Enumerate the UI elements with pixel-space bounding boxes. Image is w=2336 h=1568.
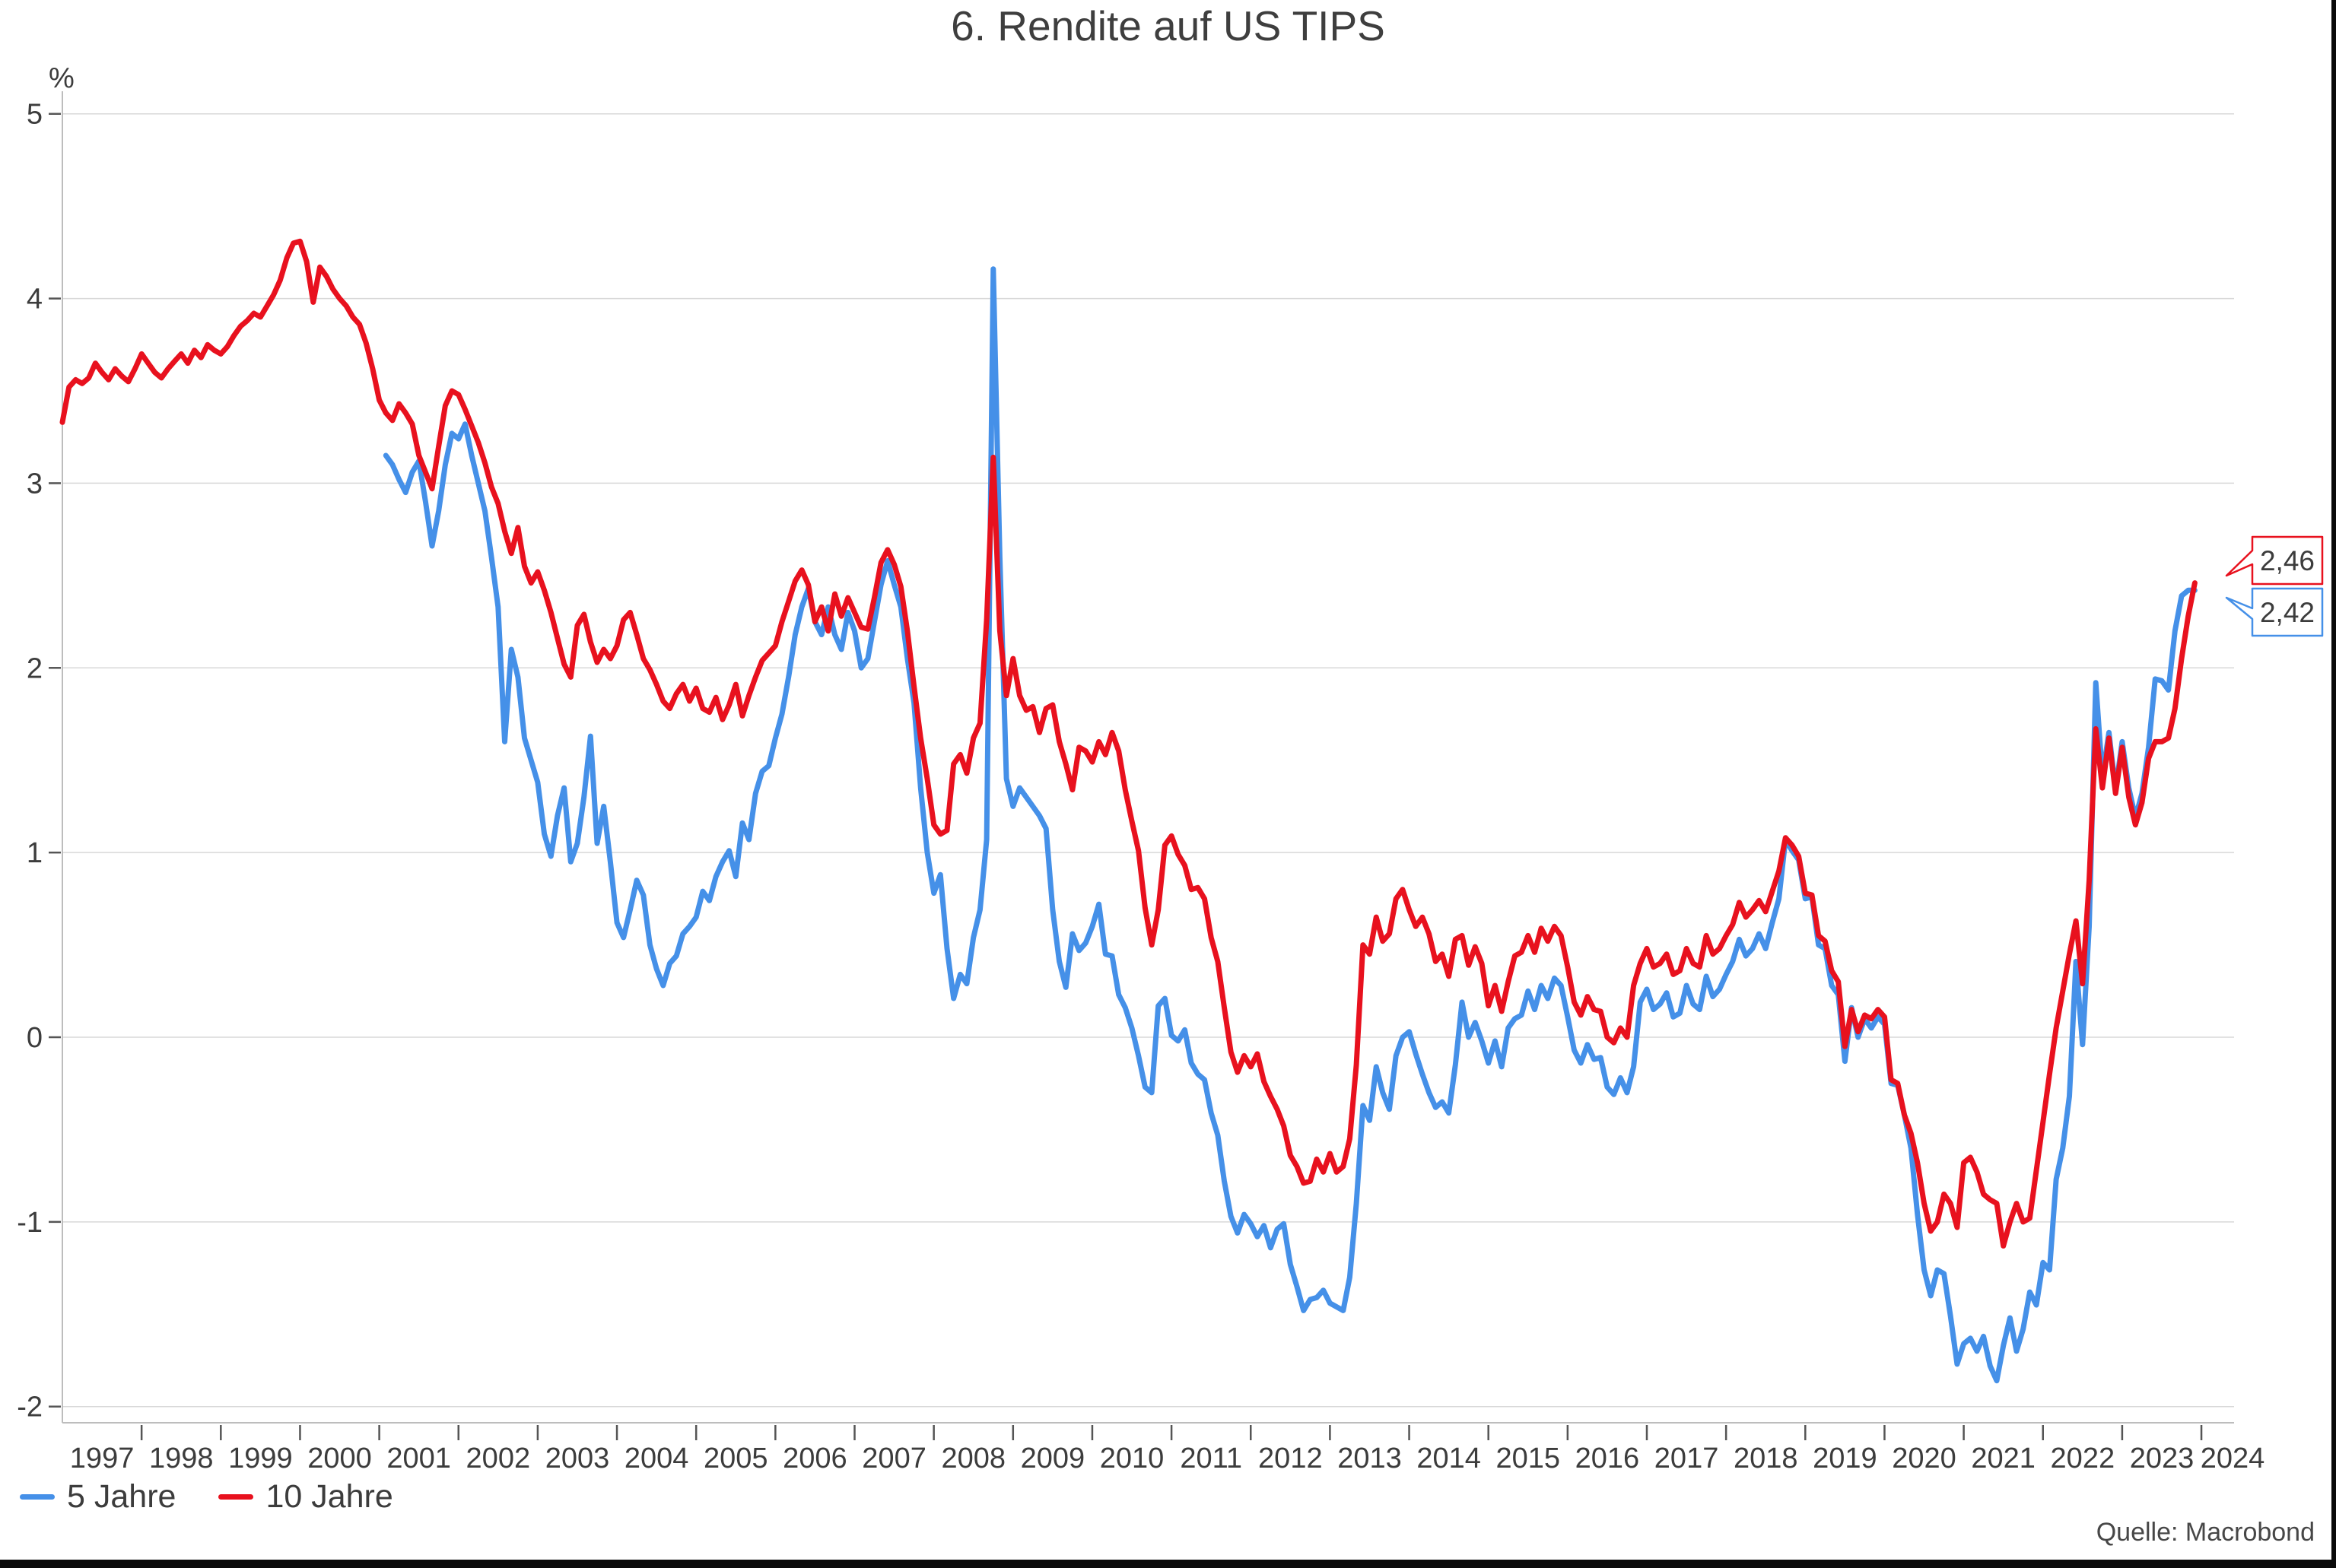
chart-title: 6. Rendite auf US TIPS xyxy=(951,2,1385,49)
series-line-5-jahre xyxy=(383,266,2198,1384)
x-tick-label: 2013 xyxy=(1337,1443,1402,1474)
end-label-box-10-jahre xyxy=(2225,535,2324,586)
legend-item-5-jahre: 5 Jahre xyxy=(20,1478,176,1516)
y-axis-unit-label: % xyxy=(49,62,75,94)
x-tick-label: 2001 xyxy=(386,1443,451,1474)
x-tick-label: 2024 xyxy=(2201,1443,2265,1474)
x-tick-label: 2005 xyxy=(704,1443,768,1474)
source-credit: Quelle: Macrobond xyxy=(2096,1518,2315,1547)
end-label-value-5-jahre: 2,42 xyxy=(2260,597,2315,628)
x-tick-label: 2008 xyxy=(941,1443,1006,1474)
legend-swatch-5-jahre xyxy=(20,1494,55,1500)
x-tick-label: 2011 xyxy=(1180,1443,1242,1474)
x-tick-label: 2014 xyxy=(1416,1443,1481,1474)
x-tick-label: 1998 xyxy=(149,1443,214,1474)
x-tick-label: 2016 xyxy=(1575,1443,1640,1474)
x-tick-label: 2009 xyxy=(1021,1443,1085,1474)
y-tick-label: -2 xyxy=(17,1392,43,1424)
x-tick-label: 1999 xyxy=(228,1443,293,1474)
y-tick-label: 0 xyxy=(27,1022,43,1054)
x-tick-label: 2019 xyxy=(1813,1443,1877,1474)
legend-label-5-jahre: 5 Jahre xyxy=(67,1478,176,1515)
x-tick-label: 2010 xyxy=(1100,1443,1165,1474)
series-line-10-jahre xyxy=(59,238,2198,1249)
x-tick-label: 2004 xyxy=(625,1443,689,1474)
y-tick-label: 5 xyxy=(27,99,43,131)
x-tick-label: 2012 xyxy=(1258,1443,1323,1474)
y-tick-label: 3 xyxy=(27,468,43,500)
x-tick-label: 2018 xyxy=(1734,1443,1798,1474)
x-tick-label: 2003 xyxy=(545,1443,610,1474)
y-tick-label: 1 xyxy=(27,837,43,869)
x-tick-label: 2006 xyxy=(783,1443,847,1474)
chart-legend: 5 Jahre 10 Jahre xyxy=(20,1478,393,1516)
legend-swatch-10-jahre xyxy=(218,1494,254,1500)
end-label-box-5-jahre xyxy=(2225,587,2324,637)
x-tick-label: 2022 xyxy=(2051,1443,2115,1474)
window-right-edge xyxy=(2331,0,2336,1568)
x-tick-label: 1997 xyxy=(70,1443,135,1474)
x-tick-label: 2000 xyxy=(307,1443,372,1474)
x-tick-label: 2007 xyxy=(862,1443,926,1474)
x-tick-label: 2021 xyxy=(1971,1443,2036,1474)
y-tick-label: -1 xyxy=(17,1207,43,1239)
end-label-value-10-jahre: 2,46 xyxy=(2260,545,2315,576)
legend-item-10-jahre: 10 Jahre xyxy=(218,1478,393,1516)
x-tick-label: 2017 xyxy=(1654,1443,1719,1474)
x-tick-label: 2015 xyxy=(1496,1443,1561,1474)
y-tick-label: 4 xyxy=(27,284,43,316)
x-tick-label: 2023 xyxy=(2130,1443,2195,1474)
window-bottom-edge xyxy=(0,1560,2336,1568)
x-tick-label: 2020 xyxy=(1892,1443,1956,1474)
y-tick-label: 2 xyxy=(27,652,43,684)
legend-label-10-jahre: 10 Jahre xyxy=(265,1478,393,1515)
x-tick-label: 2002 xyxy=(466,1443,531,1474)
